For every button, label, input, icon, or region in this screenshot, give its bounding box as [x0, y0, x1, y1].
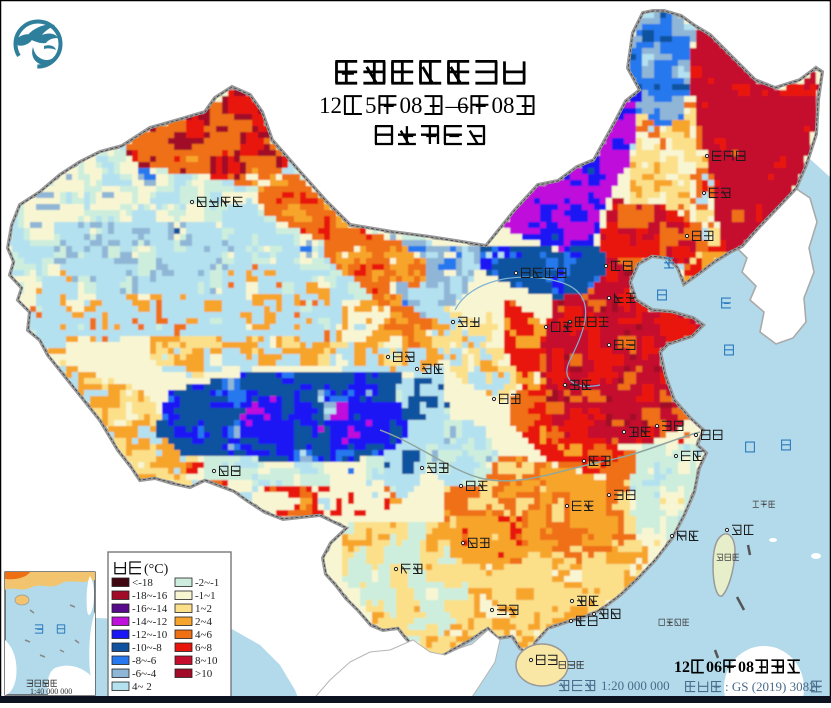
svg-text:8~10: 8~10: [195, 655, 218, 667]
svg-text:: GS (2019) 3082: : GS (2019) 3082: [725, 679, 816, 694]
svg-text:>10: >10: [195, 668, 213, 680]
svg-text:4~6: 4~6: [195, 629, 212, 641]
svg-text:1:20 000 000: 1:20 000 000: [601, 678, 670, 693]
svg-text:-8~-6: -8~-6: [132, 655, 157, 667]
svg-text:08: 08: [492, 93, 515, 118]
svg-text:08: 08: [400, 93, 423, 118]
svg-text:-14~-12: -14~-12: [132, 616, 167, 628]
svg-text:1~2: 1~2: [195, 603, 212, 615]
svg-text:-6~-4: -6~-4: [132, 668, 157, 680]
svg-text:5: 5: [365, 93, 377, 118]
svg-text:-12~-10: -12~-10: [132, 629, 168, 641]
svg-text:<-18: <-18: [132, 577, 153, 589]
svg-text:-10~-8: -10~-8: [132, 642, 162, 654]
svg-text:4~ 2: 4~ 2: [132, 681, 152, 693]
svg-text:-1~1: -1~1: [195, 590, 216, 602]
svg-text:—6: —6: [445, 93, 470, 118]
svg-text:6~8: 6~8: [195, 642, 212, 654]
svg-text:12: 12: [674, 659, 690, 676]
svg-text:06: 06: [706, 659, 722, 676]
svg-text:12: 12: [319, 93, 342, 118]
svg-text:-16~-14: -16~-14: [132, 603, 168, 615]
svg-text:-18~-16: -18~-16: [132, 590, 168, 602]
svg-text:08: 08: [738, 659, 754, 676]
svg-text:1:40 000 000: 1:40 000 000: [30, 687, 72, 696]
svg-text:-2~-1: -2~-1: [195, 577, 219, 589]
svg-text:(°C): (°C): [144, 562, 169, 577]
svg-text:2~4: 2~4: [195, 616, 212, 628]
